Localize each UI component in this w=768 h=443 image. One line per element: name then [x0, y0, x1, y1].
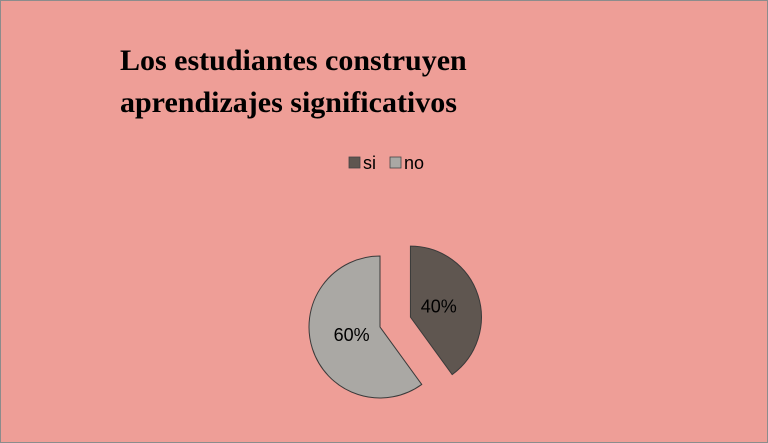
pie-slice	[409, 245, 482, 376]
data-label: 40%	[421, 297, 457, 317]
legend-swatch	[389, 156, 402, 169]
chart-title: Los estudiantes construyen aprendizajes …	[120, 44, 467, 119]
legend-label: no	[404, 153, 424, 173]
legend-swatch	[348, 156, 361, 169]
pie-slice	[308, 255, 423, 399]
data-label: 60%	[334, 325, 370, 345]
legend-label: si	[363, 153, 376, 173]
